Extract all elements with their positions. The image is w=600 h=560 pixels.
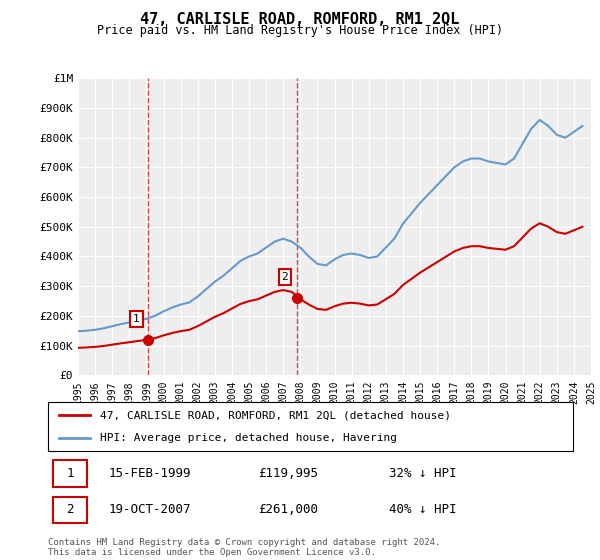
Text: 47, CARLISLE ROAD, ROMFORD, RM1 2QL (detached house): 47, CARLISLE ROAD, ROMFORD, RM1 2QL (det…	[101, 410, 452, 421]
Text: 19-OCT-2007: 19-OCT-2007	[109, 503, 191, 516]
Text: 2: 2	[67, 503, 74, 516]
Text: £261,000: £261,000	[258, 503, 318, 516]
Bar	[53, 460, 88, 487]
Text: 32% ↓ HPI: 32% ↓ HPI	[389, 467, 457, 480]
Text: 15-FEB-1999: 15-FEB-1999	[109, 467, 191, 480]
Text: 47, CARLISLE ROAD, ROMFORD, RM1 2QL: 47, CARLISLE ROAD, ROMFORD, RM1 2QL	[140, 12, 460, 27]
Bar	[53, 497, 88, 523]
Text: 1: 1	[133, 314, 140, 324]
Text: 1: 1	[67, 467, 74, 480]
Text: HPI: Average price, detached house, Havering: HPI: Average price, detached house, Have…	[101, 433, 398, 444]
Text: Price paid vs. HM Land Registry's House Price Index (HPI): Price paid vs. HM Land Registry's House …	[97, 24, 503, 37]
Text: £119,995: £119,995	[258, 467, 318, 480]
Text: Contains HM Land Registry data © Crown copyright and database right 2024.
This d: Contains HM Land Registry data © Crown c…	[48, 538, 440, 557]
Text: 2: 2	[281, 272, 288, 282]
Text: 40% ↓ HPI: 40% ↓ HPI	[389, 503, 457, 516]
